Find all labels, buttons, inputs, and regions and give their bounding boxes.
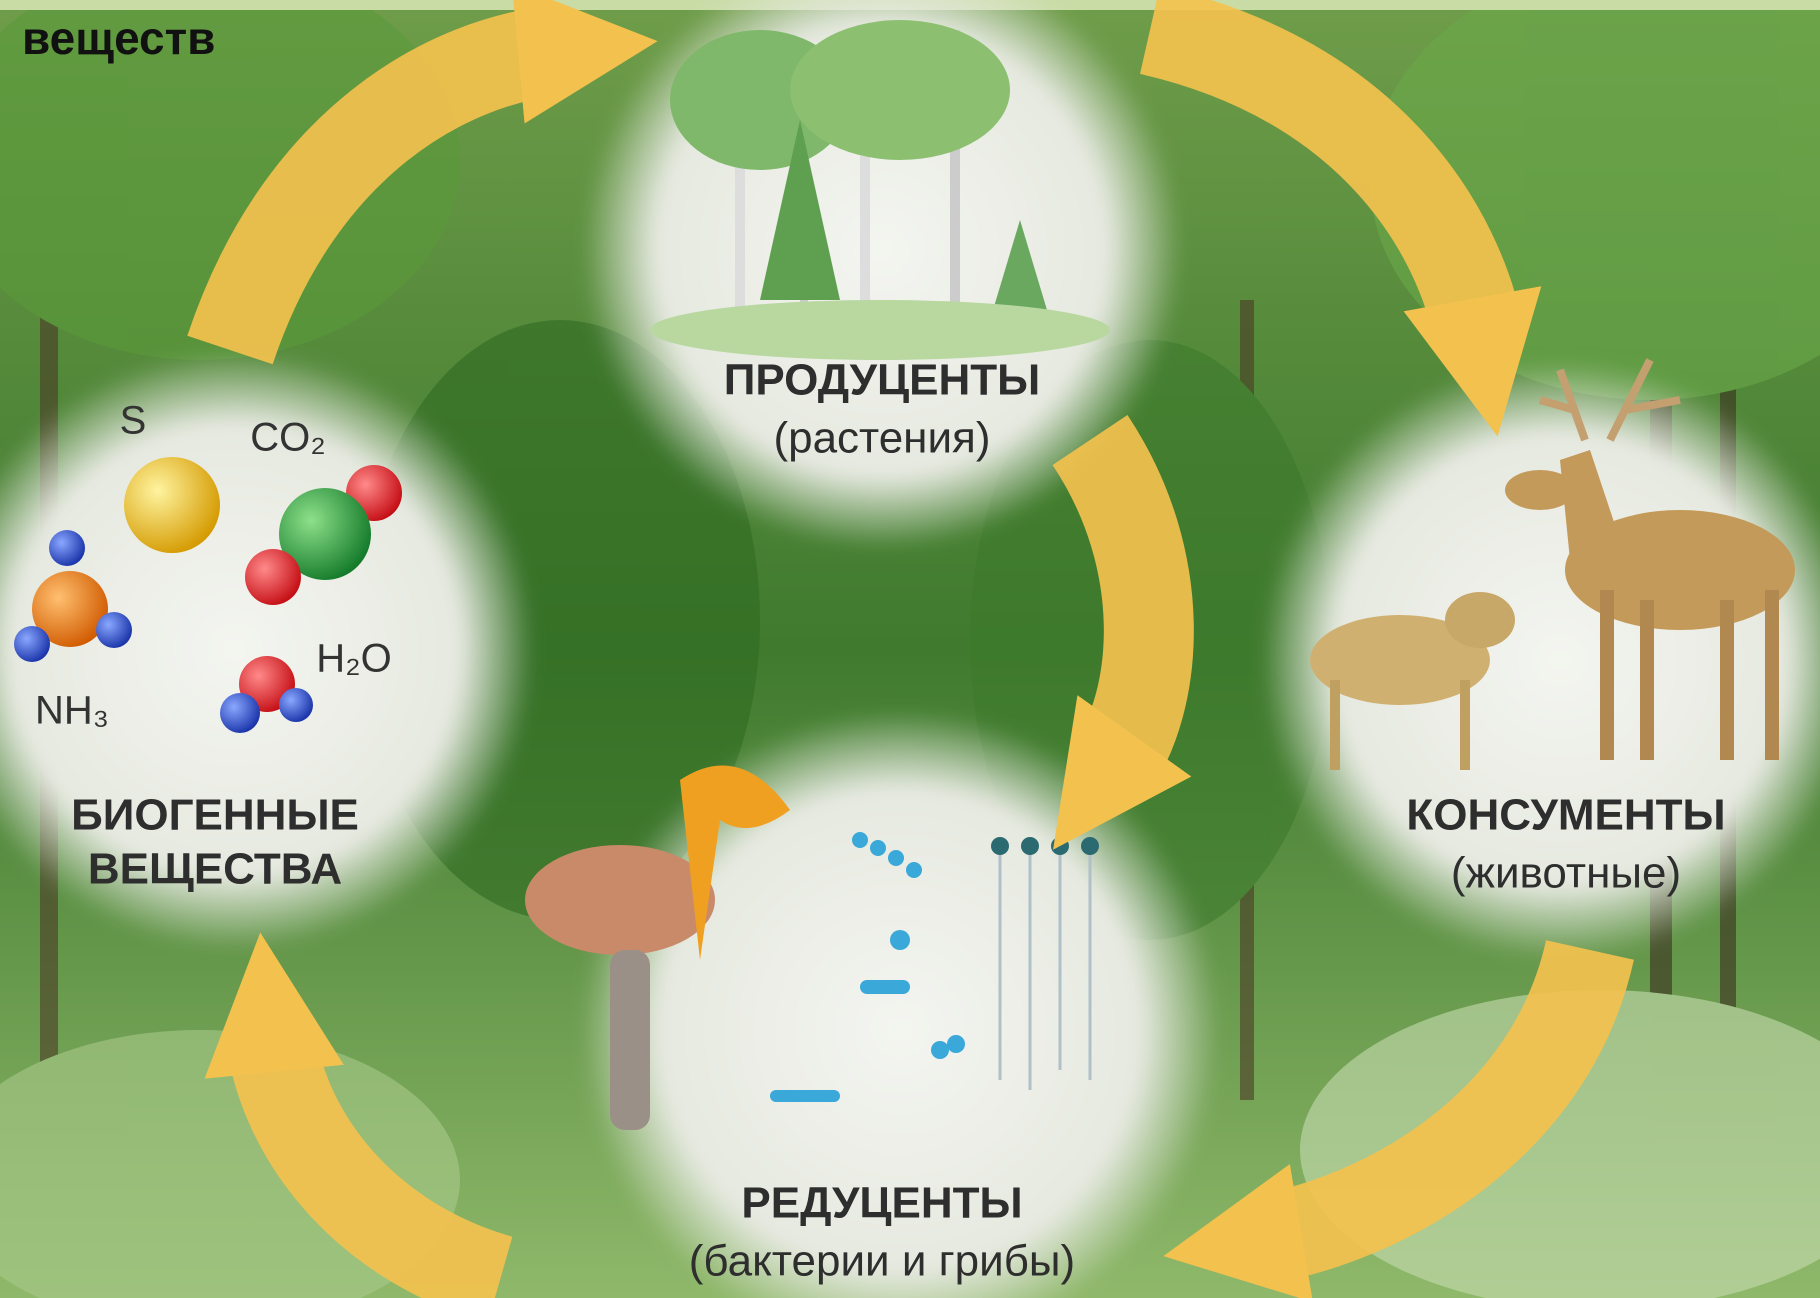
molecule-label: CO₂ <box>250 416 326 460</box>
molecule-label: S <box>120 399 147 443</box>
node-sublabel: (животные) <box>1451 849 1681 898</box>
page-title: веществ <box>22 12 215 64</box>
node-label: КОНСУМЕНТЫ <box>1406 791 1725 840</box>
node-sublabel: (растения) <box>773 414 990 463</box>
molecule-label: H₂O <box>316 637 392 681</box>
node-sublabel: (бактерии и грибы) <box>689 1237 1075 1286</box>
node-label: БИОГЕННЫЕ <box>71 791 359 840</box>
node-label: ПРОДУЦЕНТЫ <box>724 356 1041 405</box>
node-label: РЕДУЦЕНТЫ <box>741 1179 1022 1228</box>
node-label: ВЕЩЕСТВА <box>88 845 342 894</box>
cycle-diagram: S CO₂ H₂O NH₃ ПРОДУЦЕНТЫ (растения) КОНС… <box>0 0 1820 1298</box>
molecule-label: NH₃ <box>35 689 109 733</box>
